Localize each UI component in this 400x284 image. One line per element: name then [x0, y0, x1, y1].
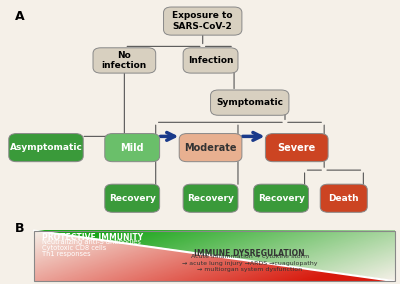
- Text: Symptomatic: Symptomatic: [216, 98, 283, 107]
- Text: IMMUNE DYSREGULATION: IMMUNE DYSREGULATION: [194, 249, 305, 258]
- FancyBboxPatch shape: [93, 48, 156, 73]
- Text: → acute lung injury →ARDS →cuagulopathy: → acute lung injury →ARDS →cuagulopathy: [182, 261, 318, 266]
- Text: No
infection: No infection: [102, 51, 147, 70]
- Text: Severe: Severe: [278, 143, 316, 153]
- Text: Recovery: Recovery: [187, 194, 234, 203]
- FancyBboxPatch shape: [105, 184, 160, 212]
- Text: Recovery: Recovery: [109, 194, 156, 203]
- FancyBboxPatch shape: [105, 133, 160, 162]
- Text: Acute inflammation → cytokine storm: Acute inflammation → cytokine storm: [191, 254, 309, 260]
- Text: Recovery: Recovery: [258, 194, 304, 203]
- Text: Th1 responses: Th1 responses: [42, 251, 91, 257]
- FancyBboxPatch shape: [210, 90, 289, 115]
- Text: Exposure to
SARS-CoV-2: Exposure to SARS-CoV-2: [172, 11, 233, 31]
- FancyBboxPatch shape: [266, 133, 328, 162]
- Text: Neutralizing anti-S antibodies: Neutralizing anti-S antibodies: [42, 239, 141, 245]
- Text: Asymptomatic: Asymptomatic: [10, 143, 82, 152]
- Text: B: B: [15, 222, 24, 235]
- FancyBboxPatch shape: [9, 133, 83, 162]
- Text: Infection: Infection: [188, 56, 233, 65]
- Text: → multiorgan system dysfunction: → multiorgan system dysfunction: [197, 267, 302, 272]
- FancyBboxPatch shape: [183, 184, 238, 212]
- FancyBboxPatch shape: [179, 133, 242, 162]
- Text: PROTECTIVE IMMUNITY: PROTECTIVE IMMUNITY: [42, 233, 143, 243]
- FancyBboxPatch shape: [164, 7, 242, 35]
- FancyBboxPatch shape: [183, 48, 238, 73]
- FancyBboxPatch shape: [254, 184, 308, 212]
- Text: A: A: [15, 10, 24, 23]
- Text: Death: Death: [328, 194, 359, 203]
- Text: Cytotoxic CD8 cells: Cytotoxic CD8 cells: [42, 245, 106, 251]
- Text: Moderate: Moderate: [184, 143, 237, 153]
- Text: Mild: Mild: [120, 143, 144, 153]
- FancyBboxPatch shape: [320, 184, 367, 212]
